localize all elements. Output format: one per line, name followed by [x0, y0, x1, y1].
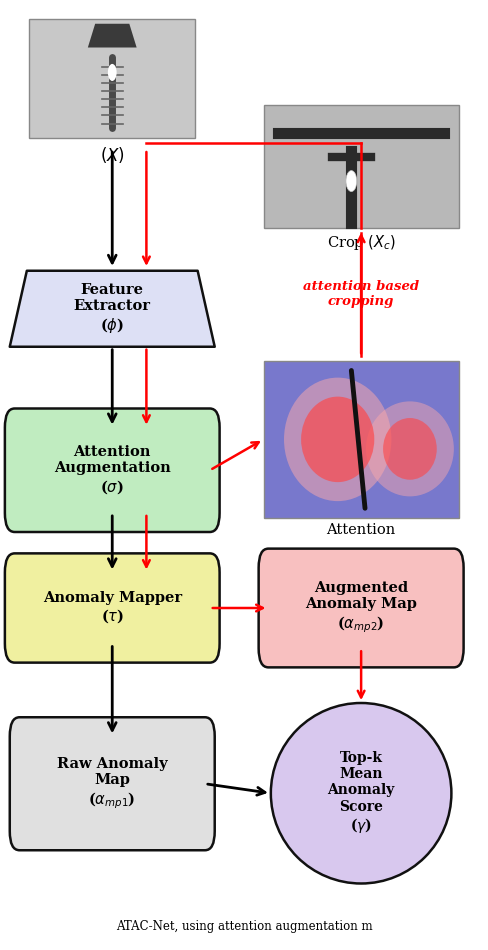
- Text: Anomaly Mapper
($\tau$): Anomaly Mapper ($\tau$): [42, 591, 182, 625]
- Text: Raw Anomaly
Map
($\alpha_{mp1}$): Raw Anomaly Map ($\alpha_{mp1}$): [57, 757, 167, 810]
- Text: Augmented
Anomaly Map
($\alpha_{mp2}$): Augmented Anomaly Map ($\alpha_{mp2}$): [305, 581, 417, 635]
- FancyBboxPatch shape: [259, 549, 464, 667]
- Text: $(X)$: $(X)$: [100, 145, 125, 165]
- Text: Attention
Augmentation
($\sigma$): Attention Augmentation ($\sigma$): [54, 445, 171, 496]
- Ellipse shape: [366, 401, 454, 497]
- Ellipse shape: [284, 377, 391, 502]
- Ellipse shape: [301, 397, 374, 483]
- Text: Top-k
Mean
Anomaly
Score
($\gamma$): Top-k Mean Anomaly Score ($\gamma$): [327, 751, 395, 835]
- Polygon shape: [88, 24, 137, 48]
- Circle shape: [346, 171, 357, 192]
- FancyBboxPatch shape: [264, 104, 459, 228]
- FancyBboxPatch shape: [29, 19, 195, 138]
- Text: attention based
cropping: attention based cropping: [303, 280, 419, 309]
- FancyBboxPatch shape: [5, 408, 220, 532]
- FancyBboxPatch shape: [5, 553, 220, 663]
- Text: Crop $(X_c)$: Crop $(X_c)$: [326, 233, 396, 252]
- Text: Attention: Attention: [326, 522, 396, 537]
- FancyBboxPatch shape: [264, 361, 459, 518]
- Polygon shape: [10, 271, 215, 347]
- Ellipse shape: [383, 418, 437, 480]
- Ellipse shape: [271, 703, 451, 884]
- Text: Feature
Extractor
($\phi$): Feature Extractor ($\phi$): [74, 283, 151, 334]
- Circle shape: [108, 64, 117, 81]
- Text: ATAC-Net, using attention augmentation m: ATAC-Net, using attention augmentation m: [116, 920, 372, 933]
- FancyBboxPatch shape: [10, 717, 215, 850]
